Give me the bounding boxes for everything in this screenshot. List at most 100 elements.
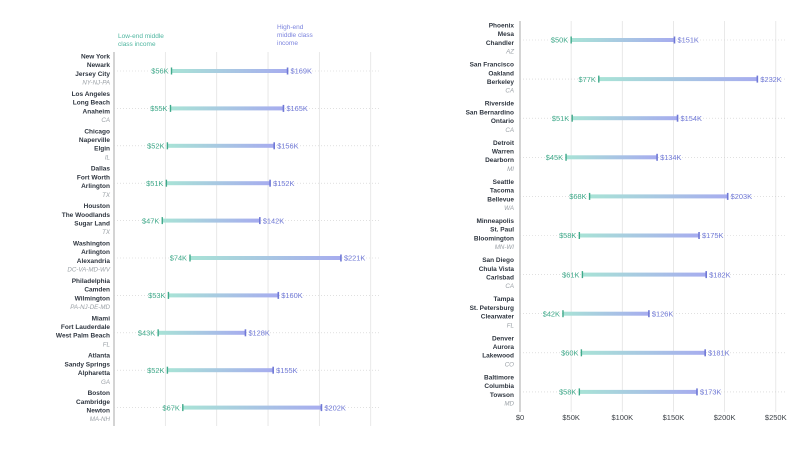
metro-city-label: Oakland [488,70,514,77]
metro-state-label: MD [504,401,514,408]
low-end-value-label: $53K [148,291,165,300]
metro-state-label: PA-NJ-DE-MD [70,304,110,311]
metro-row: Baltimore Columbia Towson MD $58K $173K [484,374,786,408]
metro-city-label: Tacoma [490,188,514,195]
metro-state-label: WA [504,205,514,212]
high-end-value-label: $173K [700,388,721,397]
legend-high-end: High-end middle class income [277,24,313,47]
high-end-value-label: $232K [760,75,781,84]
metro-city-label: Chicago [84,128,110,135]
metro-city-label: Ontario [491,118,514,125]
metro-state-label: MN-WI [495,244,515,251]
high-end-value-label: $203K [731,192,752,201]
metro-state-label: MI [507,166,514,173]
high-end-value-label: $152K [273,179,294,188]
low-end-value-label: $58K [559,388,576,397]
metro-city-label: Newton [87,408,111,415]
metro-city-label: Bloomington [474,235,514,242]
x-tick-label: $250K [765,413,787,422]
low-end-value-label: $58K [559,231,576,240]
low-end-value-label: $50K [551,36,568,45]
income-range-bar [562,311,649,316]
metro-city-label: Tampa [494,296,515,303]
gridlines [113,52,372,426]
metro-city-label: Mesa [498,31,515,38]
metro-city-label: Seattle [493,179,515,186]
metro-city-label: Boston [88,390,110,397]
low-end-value-label: $47K [142,216,159,225]
high-end-value-label: $175K [702,231,723,240]
high-end-value-label: $154K [681,114,702,123]
metro-state-label: AZ [505,49,514,56]
income-range-bar [167,143,275,148]
metro-city-label: Warren [492,149,514,156]
income-range-bar [589,194,728,199]
metro-city-label: Dallas [91,166,111,173]
metro-city-label: Sugar Land [74,221,110,228]
metro-city-label: Chula Vista [479,266,515,273]
high-end-value-label: $202K [324,403,345,412]
metro-city-label: Phoenix [489,23,515,30]
high-end-value-label: $181K [708,349,729,358]
metro-city-label: Long Beach [73,100,110,107]
metro-city-label: San Bernardino [466,109,514,116]
income-range-bar [579,233,700,238]
metro-city-label: Aurora [493,344,515,351]
metro-city-label: Wilmington [75,295,110,302]
income-range-bar [571,38,675,42]
income-range-bar [167,368,274,373]
metro-city-label: Elgin [94,146,110,153]
metro-state-label: CA [101,117,110,124]
low-end-value-label: $43K [138,329,155,338]
low-end-value-label: $55K [150,104,167,113]
metro-city-label: Dearborn [485,157,514,164]
income-range-bar [582,272,707,277]
high-end-value-label: $151K [677,36,698,45]
high-end-value-label: $169K [291,67,312,76]
metro-city-label: Newark [87,62,111,69]
metro-city-label: Cambridge [76,399,110,406]
metro-city-label: Jersey City [75,71,110,78]
metro-city-label: Alexandria [77,258,111,265]
metro-city-label: The Woodlands [62,212,111,219]
metro-city-label: Towson [490,392,514,399]
metro-city-label: Carlsbad [486,275,514,282]
metro-city-label: Los Angeles [72,91,111,98]
high-end-value-label: $142K [263,216,284,225]
metro-state-label: MA-NH [90,416,111,423]
metro-state-label: FL [507,322,515,329]
metro-city-label: San Francisco [470,62,514,69]
metro-city-label: St. Petersburg [470,305,514,312]
metro-city-label: Houston [84,203,110,210]
metro-state-label: CA [505,283,514,290]
metro-city-label: Clearwater [481,314,515,321]
income-range-bar [572,116,678,121]
income-range-bar [579,389,697,394]
income-range-bar [162,218,260,223]
high-end-value-label: $134K [660,153,681,162]
high-end-value-label: $160K [281,291,302,300]
metro-state-label: CA [505,127,514,134]
metro-state-label: FL [103,341,111,348]
low-end-value-label: $61K [562,270,579,279]
metro-city-label: Denver [492,335,515,342]
metro-state-label: GA [101,379,110,386]
metro-state-label: CO [505,361,514,368]
metro-city-label: Baltimore [484,374,514,381]
metro-city-label: Atlanta [88,353,110,360]
metro-city-label: Arlington [81,183,110,190]
metro-city-label: Naperville [79,137,110,144]
low-end-value-label: $52K [147,366,164,375]
x-tick-label: $200K [714,413,736,422]
